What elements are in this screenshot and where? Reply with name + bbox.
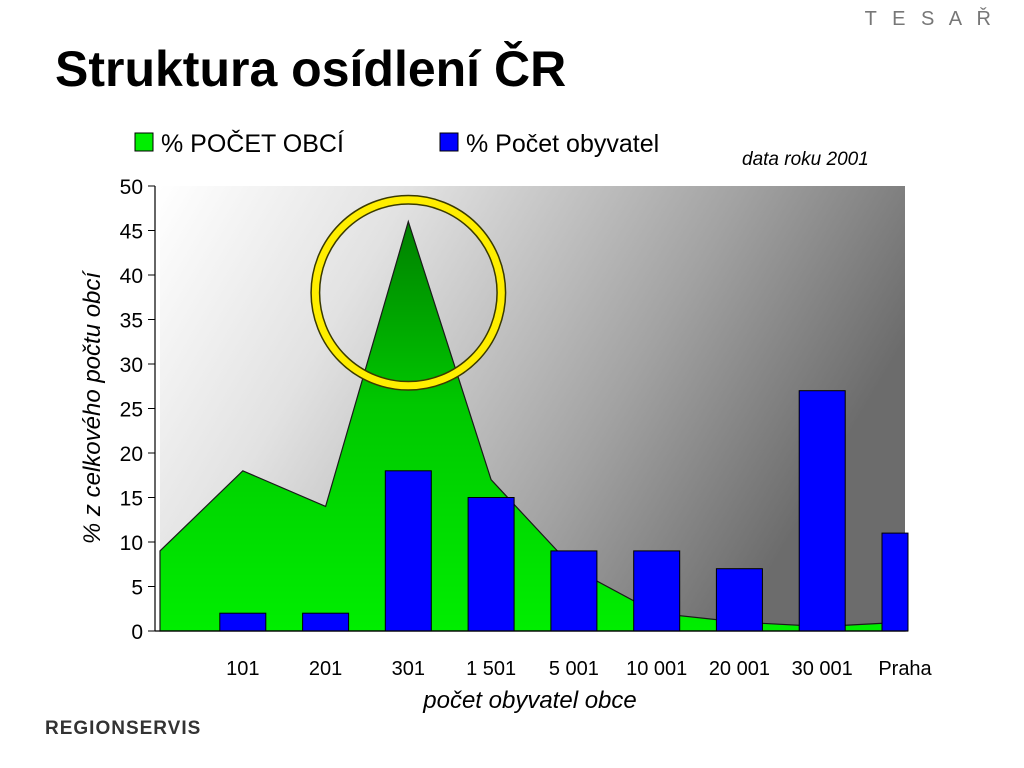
bar: [881, 532, 909, 632]
x-tick-label: 30 001: [792, 658, 853, 680]
legend: % POČET OBCÍ % Počet obyvatel: [134, 129, 659, 158]
bar: [798, 390, 846, 632]
legend-label-bar: % Počet obyvatel: [466, 130, 659, 158]
bar: [550, 550, 598, 632]
bar: [467, 497, 515, 632]
y-tick-label: 10: [120, 532, 143, 555]
x-tick-label: 101: [226, 658, 259, 680]
y-tick-label: 30: [120, 354, 143, 377]
legend-swatch-bar: [439, 132, 459, 152]
y-tick-label: 45: [120, 221, 143, 244]
x-tick-label: Praha: [878, 658, 932, 680]
y-tick-label: 20: [120, 443, 143, 466]
y-tick-label: 0: [131, 621, 143, 644]
bar: [219, 612, 267, 632]
data-year-note: data roku 2001: [742, 149, 869, 170]
y-tick-label: 35: [120, 310, 143, 333]
legend-swatch-area: [134, 132, 154, 152]
y-tick-label: 40: [120, 265, 143, 288]
legend-label-area: % POČET OBCÍ: [161, 129, 344, 158]
y-tick-label: 25: [120, 399, 143, 422]
x-tick-label: 10 001: [626, 658, 687, 680]
x-tick-label: 201: [309, 658, 342, 680]
y-tick-label: 5: [131, 577, 143, 600]
y-tick-label: 15: [120, 488, 143, 511]
bar: [715, 568, 763, 632]
brand-label: T E S A Ř: [864, 8, 996, 30]
x-tick-label: 301: [392, 658, 425, 680]
x-tick-label: 1 501: [466, 658, 516, 680]
y-tick-label: 50: [120, 176, 143, 199]
x-tick-label: 5 001: [549, 658, 599, 680]
bar: [302, 612, 350, 632]
page-title: Struktura osídlení ČR: [55, 41, 567, 97]
bar: [384, 470, 432, 632]
x-axis-title: počet obyvatel obce: [422, 687, 636, 714]
company-logo: REGIONSERVIS: [45, 718, 202, 739]
x-tick-label: 20 001: [709, 658, 770, 680]
bar: [633, 550, 681, 632]
y-axis-title: % z celkového počtu obcí: [79, 270, 106, 544]
highlight-ring: [311, 196, 505, 390]
